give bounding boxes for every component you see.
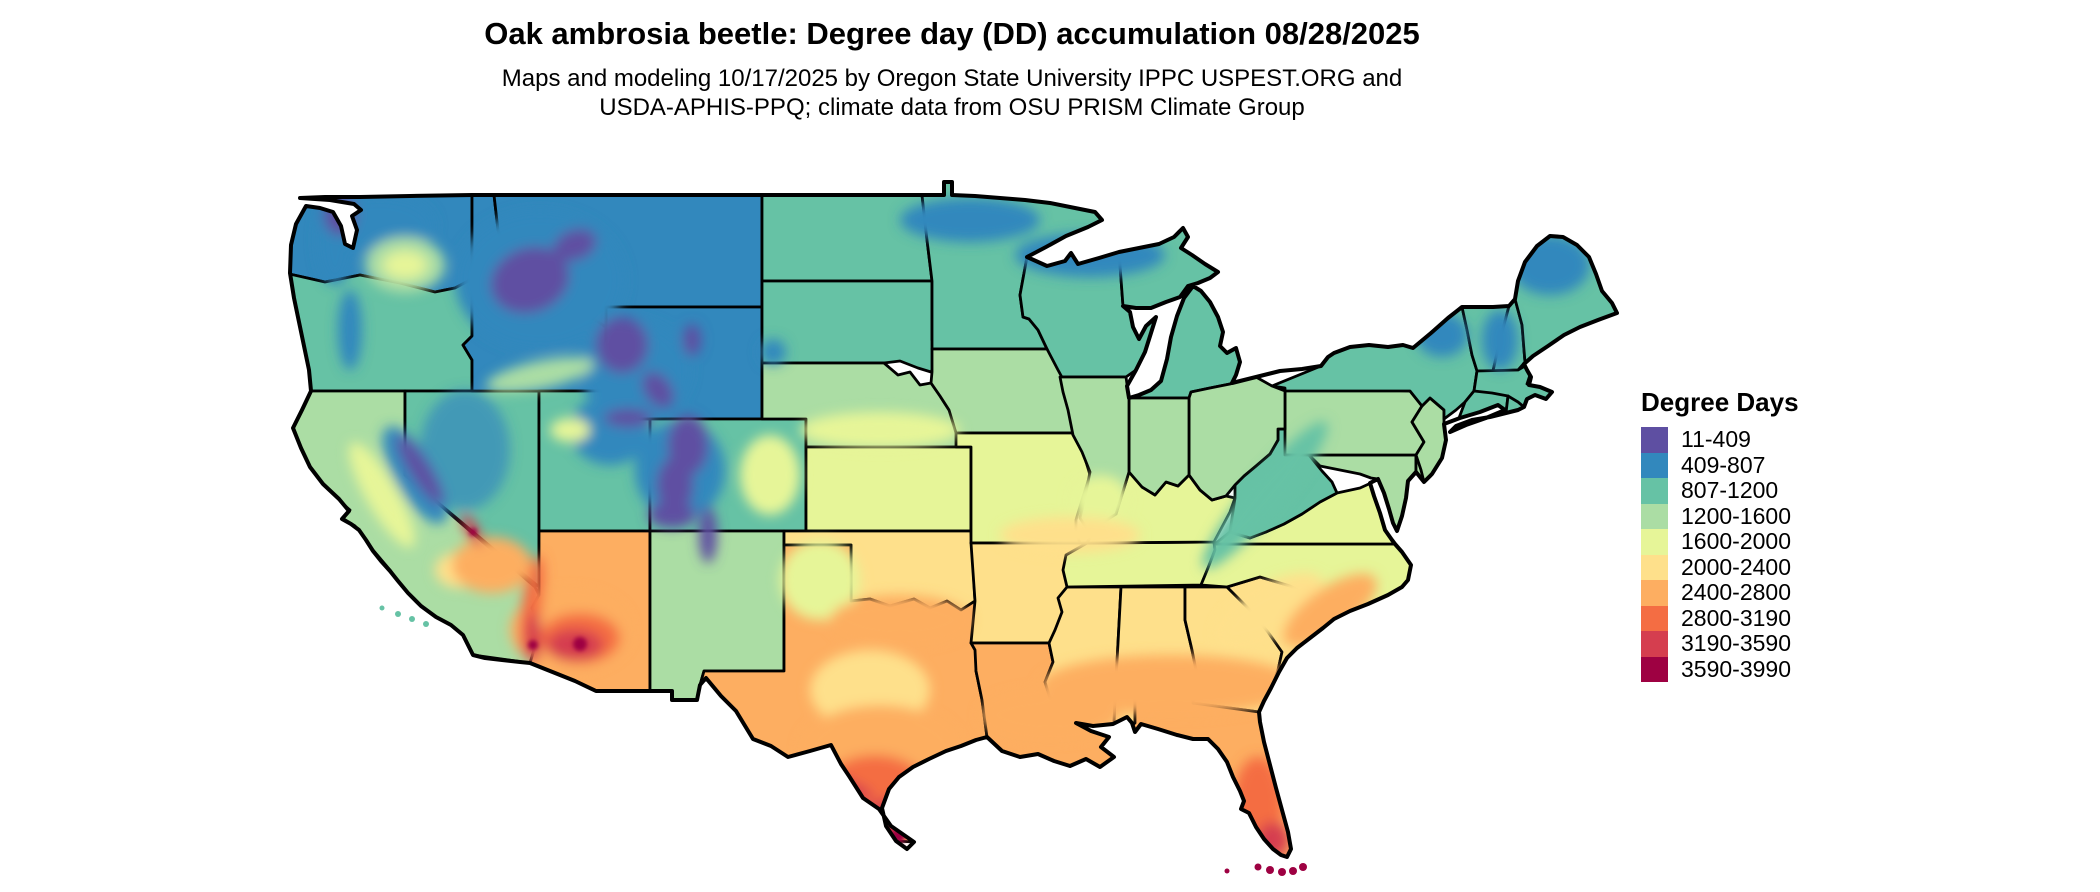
figure-title: Oak ambrosia beetle: Degree day (DD) acc… [484,16,1420,51]
map-legend: Degree Days 11-409 409-807 807-1200 1200-16… [1641,387,1799,682]
blob-tx-panhandle [780,540,860,620]
subtitle-line-2: USDA-APHIS-PPQ; climate data from OSU PR… [599,94,1305,121]
blob-green-white-mtns [1482,310,1518,370]
blob-central-valley [348,442,416,548]
legend-item: 2400-2800 [1641,579,1799,606]
blob-carolina-midlands [1216,573,1324,647]
legend-swatch-icon [1641,529,1668,555]
blob-il-south [1070,475,1130,525]
blob-mo-south [1000,517,1140,553]
us-degree-day-map [230,140,1620,880]
legend-item: 409-807 [1641,451,1799,478]
blob-yuma-valley [525,612,541,664]
blob-nv-ranges [420,390,510,510]
state-OH [1187,375,1287,502]
legend-swatch-icon [1641,631,1668,657]
state-ND [760,193,934,283]
blob-mojave [452,537,532,593]
blob-yuma-core [528,640,538,650]
legend-title: Degree Days [1641,387,1799,417]
legend-item: 2800-3190 [1641,604,1799,631]
figure-subtitle: Maps and modeling 10/17/2025 by Oregon S… [0,64,1904,122]
florida-keys-icon [1299,863,1307,871]
legend-swatch-icon [1641,580,1668,606]
legend-label: 807-1200 [1681,477,1779,504]
state-OR [290,271,474,393]
map-svg [288,180,1619,876]
state-SD [760,279,942,374]
channel-island-icon [395,611,401,617]
blob-wind-river [642,371,674,409]
legend-swatch-icon [1641,554,1668,580]
florida-keys-icon [1289,867,1297,875]
blob-death-valley-core [469,528,477,536]
blob-superior-shore [1015,233,1165,277]
blob-mn-north [900,198,1040,242]
blob-columbia-core [383,251,427,279]
blob-carolina-coast [1283,573,1377,647]
legend-label: 409-807 [1681,451,1766,478]
channel-island-icon [423,621,429,627]
legend-items: 11-409 409-807 807-1200 1200-1600 1600-2000 2… [1641,426,1799,682]
legend-swatch-icon [1641,605,1668,631]
blob-adirondacks [1416,313,1468,357]
state-IA [929,347,1078,435]
blob-sawatch [657,457,693,513]
blob-phoenix-core [573,637,587,651]
legend-label: 3190-3590 [1681,630,1791,657]
legend-item: 3590-3990 [1641,655,1799,682]
florida-keys-icon [1278,868,1286,876]
blob-fl-south [1257,822,1289,857]
title-block: Oak ambrosia beetle: Degree day (DD) acc… [0,16,1904,122]
blob-bighorns [683,324,701,356]
state-KS [804,445,973,533]
state-fill-layer [290,182,1617,857]
subtitle-line-1: Maps and modeling 10/17/2025 by Oregon S… [501,65,1403,92]
channel-island-icon [409,616,415,622]
legend-swatch-icon [1641,503,1668,529]
florida-keys-icon [1254,863,1262,871]
legend-label: 2000-2400 [1681,553,1791,580]
blob-san-juan [648,502,696,528]
blob-yellowstone [596,317,648,373]
blob-bitterroots [490,246,570,314]
florida-keys-icon [1266,866,1274,874]
offshore-islands [379,605,1307,876]
legend-swatch-icon [1641,656,1668,682]
legend-label: 1200-1600 [1681,502,1791,529]
blob-uinta [604,409,652,427]
blob-mt-front [553,229,597,261]
legend-swatch-icon [1641,478,1668,504]
blob-appalachians [1202,421,1328,569]
blob-co-east-plains [740,435,800,515]
legend-label: 1600-2000 [1681,528,1791,555]
legend-label: 3590-3990 [1681,655,1791,682]
legend-item: 11-409 [1641,426,1799,453]
channel-island-icon [379,605,385,611]
legend-label: 2800-3190 [1681,604,1791,631]
blob-snake-plain [486,357,594,393]
legend-item: 2000-2400 [1641,553,1799,580]
legend-item: 3190-3590 [1641,630,1799,657]
legend-label: 2400-2800 [1681,579,1791,606]
state-IN [1127,396,1191,497]
legend-item: 1600-2000 [1641,528,1799,555]
blob-ne-south [800,412,960,448]
legend-swatch-icon [1641,427,1668,453]
legend-item: 807-1200 [1641,477,1799,504]
blob-ok-south [830,595,970,645]
blob-bonneville [550,418,590,442]
legend-swatch-icon [1641,452,1668,478]
blob-sangre-de-cristo [699,507,717,563]
florida-keys-icon [1224,868,1230,874]
legend-item: 1200-1600 [1641,502,1799,529]
blob-or-cascades [338,290,362,370]
legend-label: 11-409 [1681,426,1751,453]
blob-sierra-crest [397,435,443,505]
blob-black-hills [760,339,786,365]
nation-outline [288,180,1619,859]
